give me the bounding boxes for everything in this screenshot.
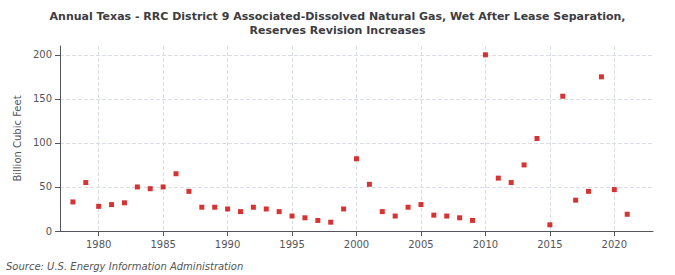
svg-text:Source: U.S. Energy Informatio: Source: U.S. Energy Information Administ… [6,261,243,272]
svg-text:2005: 2005 [408,239,433,250]
svg-text:1985: 1985 [150,239,175,250]
svg-text:1980: 1980 [86,239,111,250]
svg-text:50: 50 [39,181,52,192]
svg-text:Billion Cubic Feet: Billion Cubic Feet [12,95,23,181]
svg-text:2020: 2020 [602,239,627,250]
svg-text:Annual Texas - RRC District 9: Annual Texas - RRC District 9 Associated… [50,10,626,23]
svg-text:100: 100 [33,137,52,148]
svg-text:0: 0 [46,226,52,237]
svg-text:2010: 2010 [473,239,498,250]
svg-text:150: 150 [33,93,52,104]
svg-text:2015: 2015 [537,239,562,250]
svg-text:1995: 1995 [279,239,304,250]
svg-text:1990: 1990 [215,239,240,250]
svg-text:2000: 2000 [344,239,369,250]
svg-text:Reserves Revision Increases: Reserves Revision Increases [249,24,426,37]
svg-text:200: 200 [33,49,52,60]
